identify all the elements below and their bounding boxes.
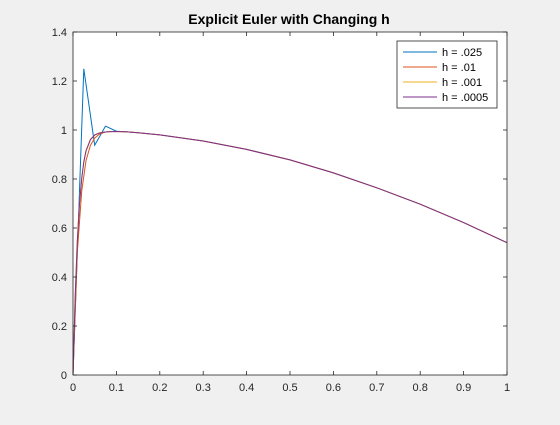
legend: h = .025 h = .01 h = .001 h = .0005 — [396, 40, 498, 109]
x-tick-label: 0.2 — [152, 382, 167, 394]
x-tick-label: 0 — [70, 382, 76, 394]
series-layer — [72, 68, 508, 376]
x-tick-label: 1 — [504, 382, 510, 394]
series-line-4 — [72, 130, 508, 376]
y-tick-label: 0.8 — [52, 174, 67, 186]
y-tick-label: 1.2 — [52, 76, 67, 88]
y-tick-label: 0.2 — [52, 321, 67, 333]
y-tick-label: 1 — [61, 125, 67, 137]
axes-layer: 0 0.1 0.2 0.3 0.4 0.5 0.6 0.7 0.8 0.9 1 0 0.2 0.4 0.6 0… — [52, 27, 510, 394]
y-tick-label: 0.4 — [52, 272, 67, 284]
chart-title: Explicit Euler with Changing h — [188, 11, 389, 27]
y-tick-label: 0 — [61, 370, 67, 382]
x-tick-label: 0.7 — [369, 382, 384, 394]
x-tick-label: 0.4 — [239, 382, 254, 394]
legend-label-3: h = .001 — [442, 77, 482, 89]
x-tick-label: 0.8 — [413, 382, 428, 394]
x-tick-label: 0.5 — [282, 382, 297, 394]
x-tick-label: 0.6 — [326, 382, 341, 394]
legend-label-4: h = .0005 — [442, 92, 488, 104]
x-tick-label: 0.9 — [456, 382, 471, 394]
legend-label-2: h = .01 — [442, 62, 476, 74]
x-tick-label: 0.1 — [109, 382, 124, 394]
y-tick-label: 1.4 — [52, 27, 67, 39]
x-tick-label: 0.3 — [196, 382, 211, 394]
legend-label-1: h = .025 — [442, 47, 482, 59]
y-tick-label: 0.6 — [52, 223, 67, 235]
